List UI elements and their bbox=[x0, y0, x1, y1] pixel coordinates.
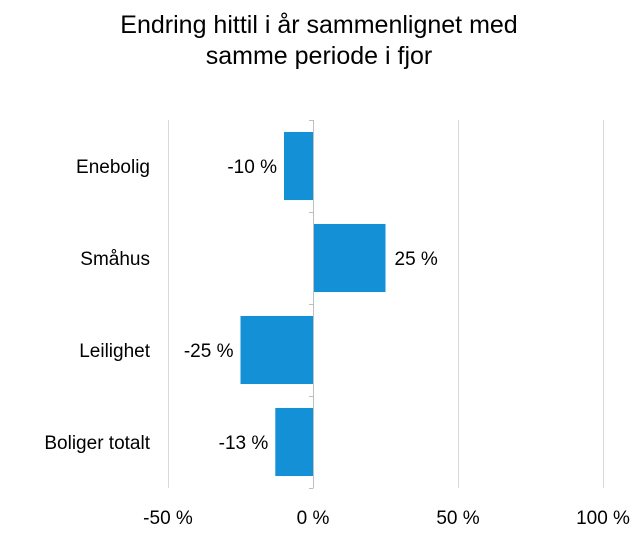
data-label-3: -13 % bbox=[219, 433, 269, 454]
category-label-0: Enebolig bbox=[76, 157, 150, 178]
category-label-1: Småhus bbox=[80, 249, 150, 270]
bar-1 bbox=[313, 223, 386, 293]
chart-title-line-1: Endring hittil i år sammenlignet med bbox=[120, 11, 518, 39]
bar-3 bbox=[275, 407, 313, 477]
chart-title-line-2: samme periode i fjor bbox=[205, 42, 433, 70]
x-tick-label-2: 50 % bbox=[436, 508, 479, 529]
bar-2 bbox=[240, 315, 313, 385]
bar-0 bbox=[284, 131, 313, 201]
x-tick-label-3: 100 % bbox=[576, 508, 630, 529]
category-label-3: Boliger totalt bbox=[44, 433, 150, 454]
x-tick-label-0: -50 % bbox=[143, 508, 193, 529]
data-label-0: -10 % bbox=[227, 157, 277, 178]
x-tick-label-1: 0 % bbox=[297, 508, 330, 529]
data-label-1: 25 % bbox=[395, 249, 438, 270]
category-label-2: Leilighet bbox=[79, 341, 150, 362]
chart-title: Endring hittil i år sammenlignet med sam… bbox=[0, 10, 638, 72]
data-label-2: -25 % bbox=[184, 341, 234, 362]
